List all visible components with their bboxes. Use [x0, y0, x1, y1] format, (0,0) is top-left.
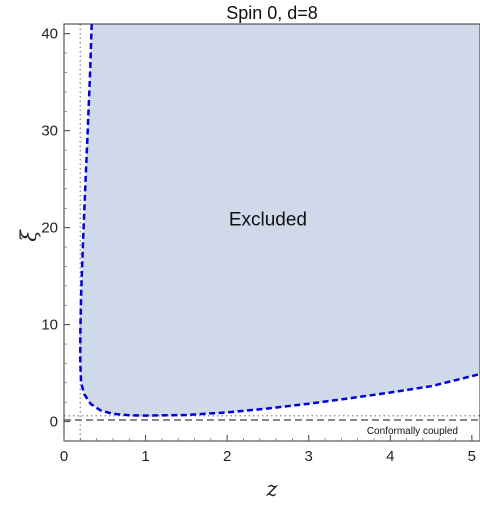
y-tick-label-0: 0 [50, 414, 58, 431]
excluded-region [80, 24, 480, 416]
y-tick-label-10: 10 [41, 317, 58, 334]
y-axis-label: ξ [17, 229, 41, 242]
chart-title: Spin 0, d=8 [226, 3, 318, 23]
x-tick-label-2: 2 [223, 448, 231, 465]
axes: 0 1 2 3 4 5 0 10 20 30 40 [41, 23, 480, 465]
plot-area: Conformally coupled [64, 24, 480, 441]
plot-clip-group [64, 24, 480, 441]
x-tick-label-5: 5 [468, 448, 476, 465]
conformally-coupled-label: Conformally coupled [367, 426, 458, 437]
x-tick-label-0: 0 [60, 448, 68, 465]
excluded-region-label: Excluded [229, 210, 307, 231]
y-tick-label-40: 40 [41, 26, 58, 43]
plot-frame [63, 23, 480, 442]
x-axis-label: z [265, 477, 278, 501]
x-tick-label-4: 4 [386, 448, 394, 465]
x-tick-label-1: 1 [141, 448, 149, 465]
x-tick-label-3: 3 [305, 448, 313, 465]
y-tick-label-30: 30 [41, 123, 58, 140]
exclusion-boundary-curve [79, 24, 480, 417]
y-tick-label-20: 20 [41, 220, 58, 237]
